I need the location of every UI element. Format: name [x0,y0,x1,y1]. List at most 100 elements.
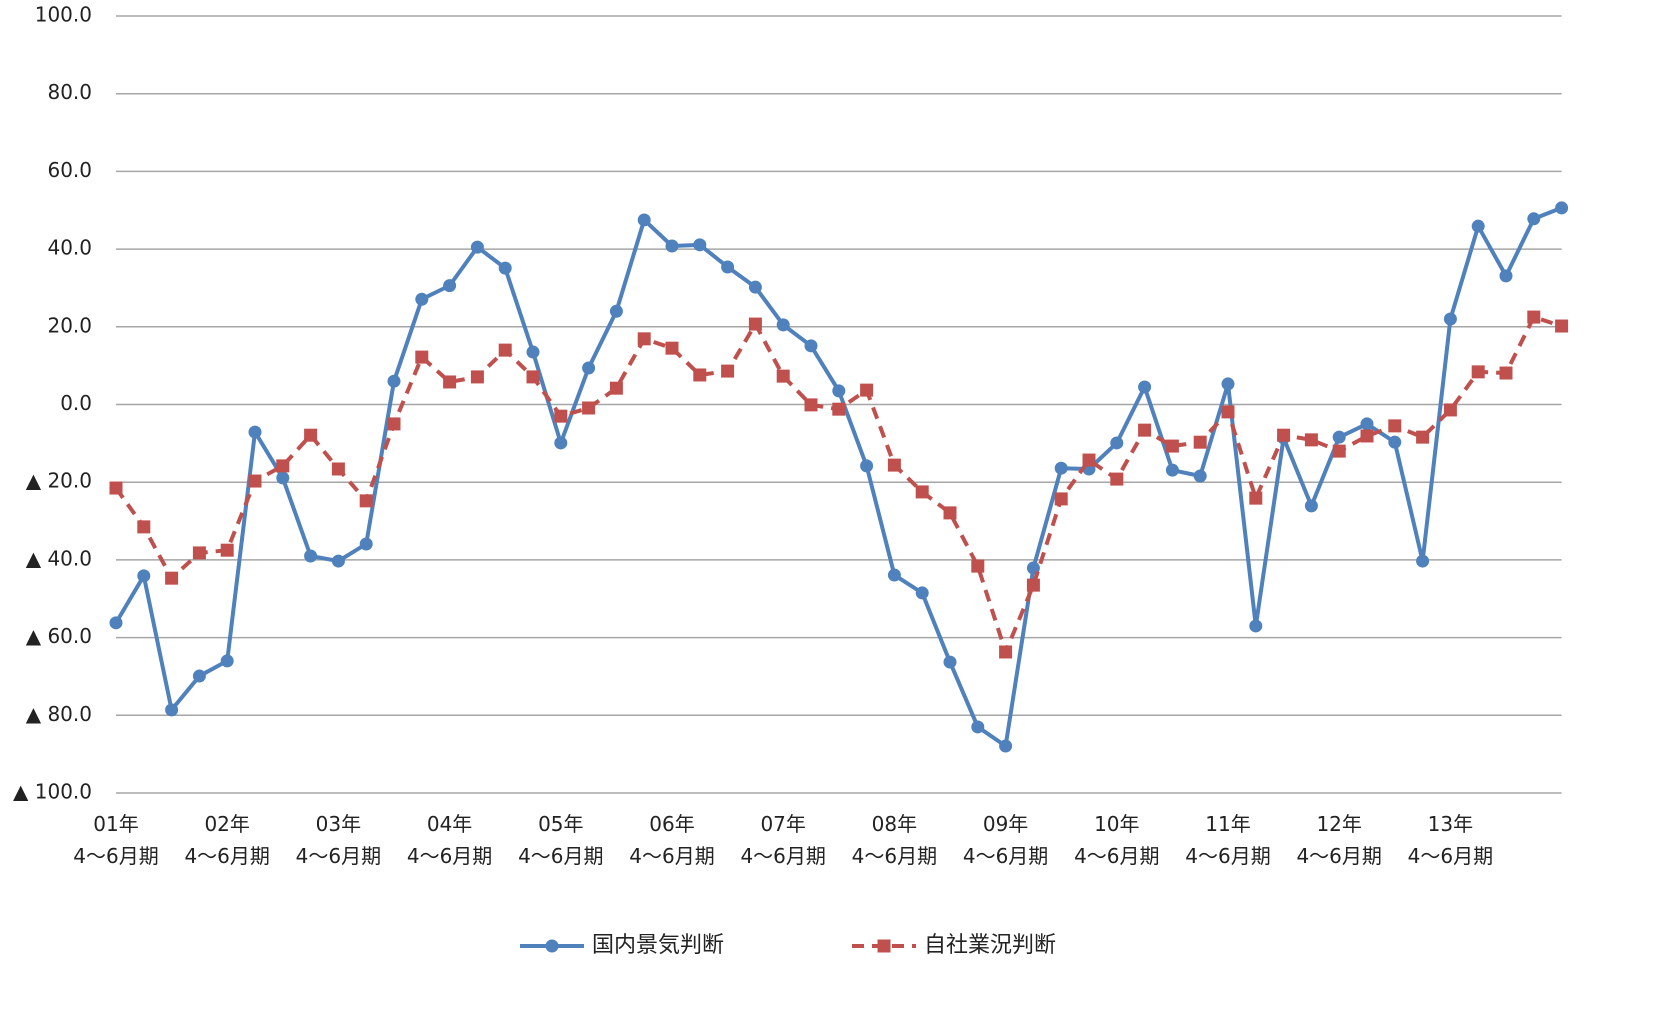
point [554,436,568,450]
point [248,425,262,439]
point [1416,430,1430,444]
point [1555,319,1569,333]
point [1304,433,1318,447]
legend-label: 自社業況判断 [924,933,1056,958]
point [1360,429,1374,443]
point [1138,423,1152,437]
point [304,549,318,563]
y-tick-label: 40.0 [47,236,92,260]
point [1277,428,1291,442]
y-tick-label: ▲ 80.0 [26,702,92,726]
point [1110,472,1124,486]
point [609,304,623,318]
point [192,669,206,683]
point [1193,469,1207,483]
point [109,616,123,630]
point [860,383,874,397]
x-tick-label: 03年 4～6月期 [295,812,382,868]
point [498,343,512,357]
point [804,339,818,353]
point [721,260,735,274]
point [165,571,179,585]
legend-marker [545,939,559,953]
x-tick-label: 13年 4～6月期 [1407,812,1494,868]
point [248,474,262,488]
point [554,409,568,423]
point [637,213,651,227]
point [582,401,596,415]
point [304,428,318,442]
point [359,494,373,508]
point [1360,417,1374,431]
point [1110,436,1124,450]
point [1138,380,1152,394]
x-tick-label: 12年 4～6月期 [1296,812,1382,868]
y-tick-label: ▲ 60.0 [26,624,92,648]
point [1443,403,1457,417]
point [971,720,985,734]
point [1165,463,1179,477]
point [165,703,179,717]
point [832,384,846,398]
legend-marker [877,939,891,953]
point [1388,435,1402,449]
x-tick-label: 07年 4～6月期 [740,812,826,868]
point [387,417,401,431]
point [220,654,234,668]
point [331,554,345,568]
point [887,568,901,582]
point [1193,435,1207,449]
point [1304,499,1318,513]
point [1527,310,1541,324]
point [832,402,846,416]
point [498,261,512,275]
point [665,239,679,253]
point [1249,619,1263,633]
point [887,458,901,472]
point [1332,444,1346,458]
point [776,369,790,383]
point [1249,491,1263,505]
point [915,485,929,499]
x-tick-label: 11年 4～6月期 [1185,812,1271,868]
point [1221,405,1235,419]
point [1555,201,1569,215]
point [220,543,234,557]
point [1499,366,1513,380]
point [999,739,1013,753]
y-tick-label: 60.0 [47,158,92,182]
point [637,332,651,346]
y-tick-label: ▲ 100.0 [13,780,92,804]
point [804,398,818,412]
point [748,280,762,294]
x-tick-label: 06年 4～6月期 [629,812,715,868]
point [1165,439,1179,453]
series-line [114,206,1563,748]
x-tick-label: 08年 4～6月期 [851,812,938,868]
x-tick-label: 04年 4～6月期 [406,812,493,868]
point [971,559,985,573]
x-tick-label: 05年 4～6月期 [518,812,604,868]
point [415,350,429,364]
y-tick-label: ▲ 40.0 [26,546,92,570]
point [693,368,707,382]
point [999,645,1013,659]
point [1443,312,1457,326]
point [276,471,290,485]
point [526,370,540,384]
point [1082,453,1096,467]
point [943,506,957,520]
point [192,546,206,560]
x-tick-label: 10年 4～6月期 [1074,812,1160,868]
point [748,317,762,331]
point [1388,419,1402,433]
point [276,459,290,473]
y-tick-label: 0.0 [60,391,92,415]
y-tick-label: ▲ 20.0 [26,469,92,493]
point [1026,578,1040,592]
point [943,655,957,669]
point [1499,269,1513,283]
point [387,374,401,388]
